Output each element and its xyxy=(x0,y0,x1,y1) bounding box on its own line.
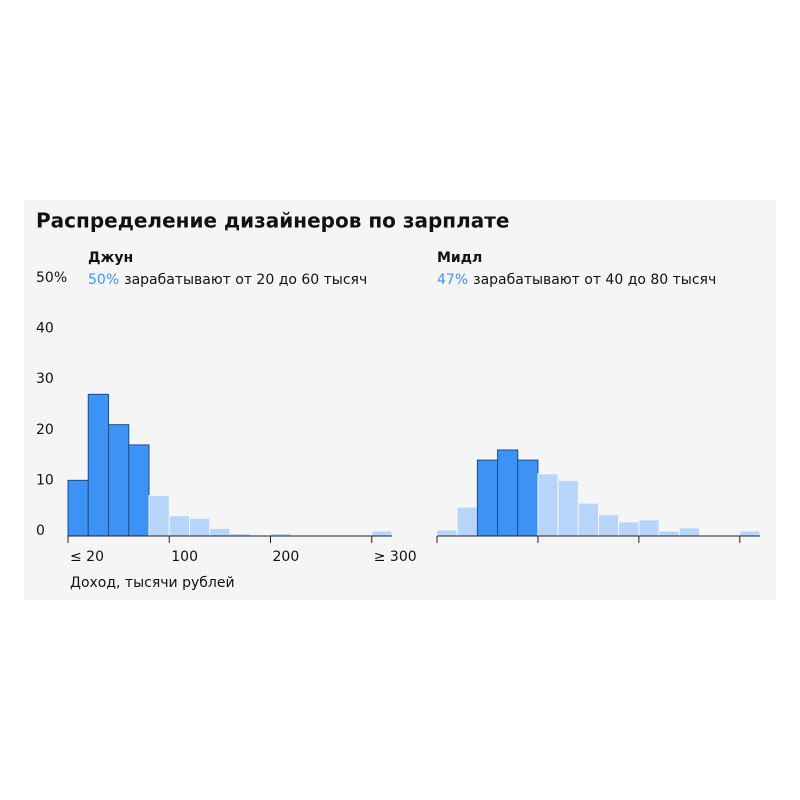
highlight: 50% xyxy=(88,272,119,288)
subtitle: зарабатывают от 20 до 60 тысяч xyxy=(124,272,367,288)
bar xyxy=(87,393,109,537)
bar xyxy=(618,521,640,537)
bar xyxy=(658,530,680,537)
bar xyxy=(739,530,761,537)
x-tick-label: 100 xyxy=(171,549,198,565)
bar xyxy=(517,459,539,537)
bar xyxy=(436,529,458,537)
panel-title: Джун xyxy=(88,250,133,266)
bar xyxy=(537,473,559,537)
bar xyxy=(128,444,150,537)
x-tick-label: ≥ 300 xyxy=(374,549,417,565)
x-tick-label: 200 xyxy=(273,549,300,565)
y-tick-label: 40 xyxy=(36,321,54,337)
y-tick-label: 50% xyxy=(36,270,67,286)
panel-title: Мидл xyxy=(437,250,482,266)
y-tick-label: 0 xyxy=(36,523,45,539)
y-tick-label: 20 xyxy=(36,422,54,438)
bar xyxy=(209,527,231,537)
bar xyxy=(557,479,579,537)
bar xyxy=(168,515,190,537)
x-tick-label: ≤ 20 xyxy=(70,549,104,565)
bar xyxy=(497,449,519,537)
bar xyxy=(371,530,393,537)
panel-subtitle: 50% зарабатывают от 20 до 60 тысяч xyxy=(88,272,367,288)
bar xyxy=(148,495,170,537)
y-tick-label: 10 xyxy=(36,472,54,488)
bar xyxy=(108,424,130,537)
bar xyxy=(638,519,660,537)
subtitle: зарабатывают от 40 до 80 тысяч xyxy=(473,272,716,288)
x-axis-label: Доход, тысячи рублей xyxy=(70,575,235,591)
bar xyxy=(189,517,211,537)
panel-subtitle: 47% зарабатывают от 40 до 80 тысяч xyxy=(437,272,716,288)
bar xyxy=(67,479,89,537)
panel xyxy=(24,200,776,600)
bar xyxy=(678,527,700,537)
page-title: Распределение дизайнеров по зарплате xyxy=(36,209,509,233)
bar xyxy=(456,506,478,537)
bar xyxy=(598,514,620,537)
highlight: 47% xyxy=(437,272,468,288)
bar xyxy=(577,502,599,537)
bar xyxy=(476,459,499,537)
y-tick-label: 30 xyxy=(36,371,54,387)
